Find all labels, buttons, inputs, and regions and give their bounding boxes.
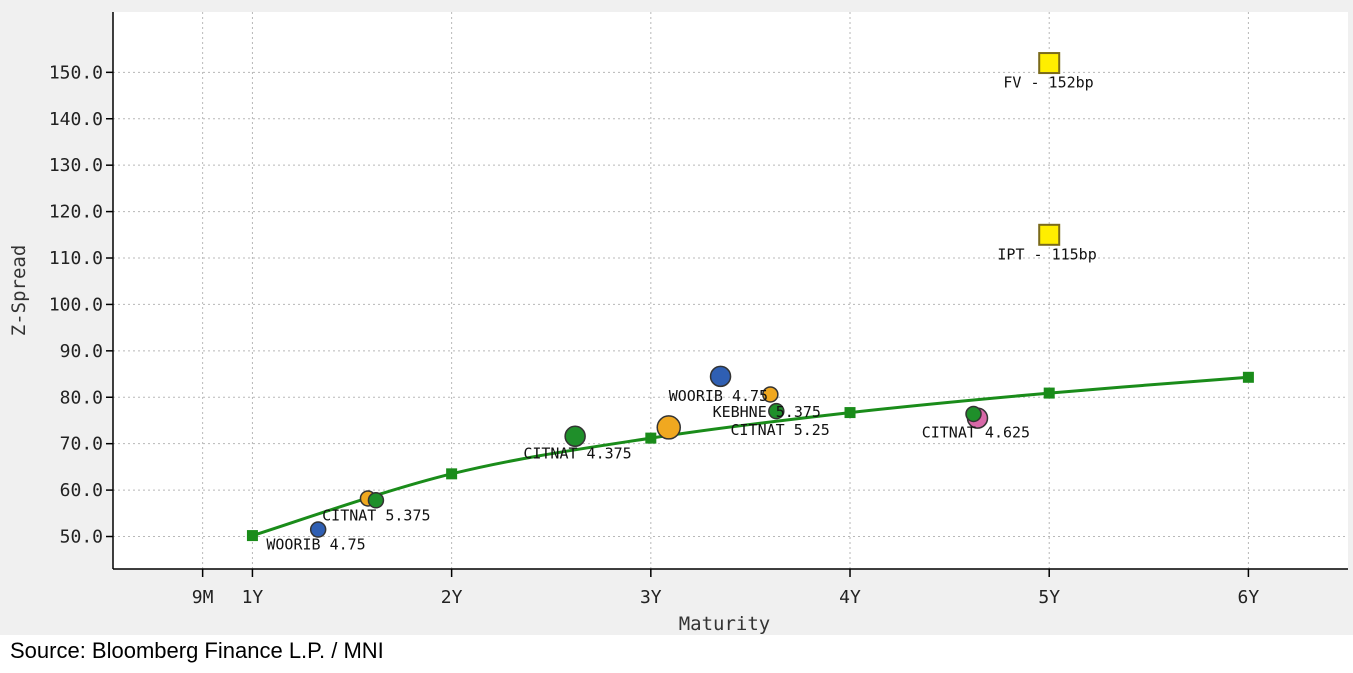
y-tick-label: 150.0: [49, 62, 103, 83]
y-tick-label: 100.0: [49, 294, 103, 315]
y-tick-label: 120.0: [49, 202, 103, 223]
point-label: CITNAT 4.625: [922, 424, 1030, 442]
square-point-ipt: [1038, 223, 1061, 246]
point-label: CITNAT 5.25: [731, 421, 830, 439]
points-layer: [309, 52, 1061, 538]
point-labels: WOORIB 4.75 CITNAT 5.375 CITNAT 4.375 WOORI…: [266, 74, 1096, 554]
plot-area: [113, 12, 1348, 569]
x-tick-label: 3Y: [640, 587, 662, 608]
curve-marker: [246, 530, 258, 542]
data-point-citnat-525: [768, 402, 785, 420]
y-axis-title: Z-Spread: [8, 245, 30, 337]
curve-layer: [246, 371, 1254, 542]
y-tick-label: 70.0: [60, 434, 103, 455]
x-tick-label: 4Y: [839, 587, 861, 608]
data-point-woorib-short: [309, 521, 327, 538]
x-tick-label: 1Y: [242, 587, 264, 608]
data-point-citnat-5375-green: [367, 492, 385, 509]
point-label: CITNAT 4.375: [523, 445, 631, 463]
source-note: Source: Bloomberg Finance L.P. / MNI: [10, 638, 384, 663]
chart-panel: 9M 1Y 2Y 3Y 4Y 5Y 6Y 50.0 60.0 70.0 80.0 90.0 100.0 1…: [0, 0, 1353, 635]
y-tick-label: 110.0: [49, 248, 103, 269]
y-tick-label: 130.0: [49, 155, 103, 176]
tick-labels: 9M 1Y 2Y 3Y 4Y 5Y 6Y 50.0 60.0 70.0 80.0 90.0 100.0 1…: [49, 62, 1260, 608]
data-point-woorib-475: [709, 365, 732, 388]
point-label: CITNAT 5.375: [322, 507, 430, 525]
axes: [112, 12, 1348, 570]
y-tick-label: 140.0: [49, 109, 103, 130]
curve-marker: [446, 468, 458, 480]
y-tick-label: 90.0: [60, 341, 103, 362]
square-point-fv: [1038, 52, 1061, 75]
y-tick-label: 50.0: [60, 527, 103, 548]
y-tick-label: 60.0: [60, 480, 103, 501]
data-point-orange-3y: [656, 415, 681, 440]
x-tick-label: 6Y: [1238, 587, 1260, 608]
y-tick-label: 80.0: [60, 387, 103, 408]
point-label: WOORIB 4.75: [266, 536, 365, 554]
data-point-kebhne-5375: [762, 386, 779, 403]
point-label: IPT - 115bp: [997, 245, 1096, 263]
data-point-citnat-4375: [564, 425, 586, 447]
x-axis-title: Maturity: [679, 613, 771, 635]
x-tick-label: 9M: [192, 587, 214, 608]
point-label: KEBHNE 5.375: [713, 403, 821, 421]
curve-marker: [1242, 371, 1254, 383]
x-tick-label: 5Y: [1038, 587, 1060, 608]
point-label: WOORIB 4.75: [669, 387, 768, 405]
curve-line: [251, 375, 1249, 538]
z-spread-chart: 9M 1Y 2Y 3Y 4Y 5Y 6Y 50.0 60.0 70.0 80.0 90.0 100.0 1…: [8, 12, 1348, 635]
curve-marker: [645, 432, 657, 444]
data-point-citnat-4625: [965, 405, 982, 423]
curve-marker: [1043, 387, 1055, 399]
curve-marker: [844, 407, 856, 419]
x-tick-label: 2Y: [441, 587, 463, 608]
point-label: FV - 152bp: [1003, 74, 1093, 92]
